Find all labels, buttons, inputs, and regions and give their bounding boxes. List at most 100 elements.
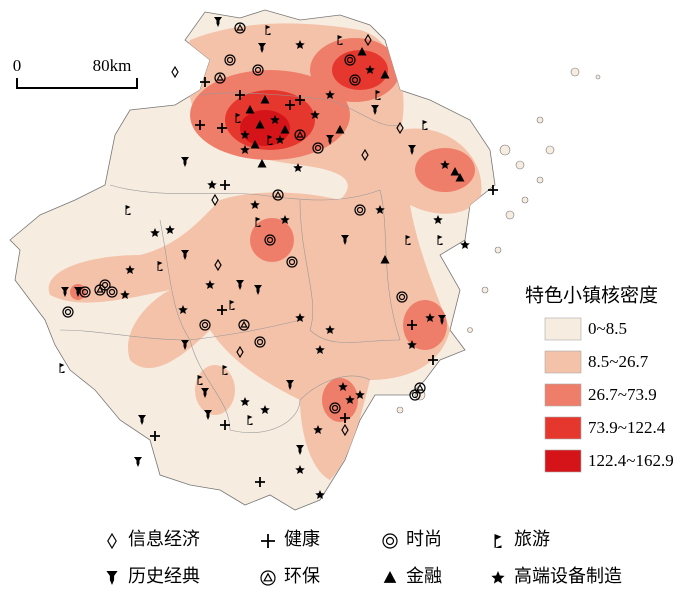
star <box>433 215 443 225</box>
symbol-plus <box>428 355 438 365</box>
star <box>165 225 175 235</box>
flag <box>265 25 271 35</box>
symbol-plus <box>220 420 230 430</box>
pin <box>61 287 69 297</box>
plus <box>295 95 305 105</box>
star <box>325 325 335 335</box>
symbol-plus <box>407 320 417 330</box>
ring <box>272 189 284 201</box>
symbol-double-circle <box>344 54 356 66</box>
legend-swatch <box>544 416 582 440</box>
symbol-pin <box>134 457 142 467</box>
symbol-flag <box>229 300 235 310</box>
symbol-plus <box>217 305 227 315</box>
symbol-star <box>240 397 250 407</box>
internal-borders <box>59 92 401 433</box>
tri <box>260 95 270 104</box>
symbol-flag <box>235 113 241 123</box>
symbol-star <box>250 200 260 210</box>
tri <box>383 571 397 583</box>
symbol-circle-triangle <box>414 382 426 394</box>
pin <box>258 43 266 53</box>
ring <box>312 142 324 154</box>
symbol-diamond <box>214 258 222 272</box>
symbol-plus <box>150 431 160 441</box>
star <box>240 145 250 155</box>
tri <box>296 130 304 138</box>
symbol-flag <box>437 235 443 245</box>
ring <box>346 56 354 64</box>
density-zone <box>332 50 388 90</box>
legend-label: 73.9~122.4 <box>588 418 666 437</box>
symbol-double-circle <box>224 54 236 66</box>
scale-start: 0 <box>13 56 22 75</box>
symbol-double-circle <box>396 291 408 303</box>
tri <box>236 23 244 31</box>
ring <box>398 293 406 301</box>
ring <box>294 129 306 141</box>
symbol-plus <box>261 534 275 548</box>
symbol-double-circle <box>349 74 361 86</box>
star <box>425 313 435 323</box>
tri <box>257 159 267 168</box>
diamond <box>214 258 222 272</box>
symbol-star <box>325 325 335 335</box>
tri <box>380 70 390 79</box>
density-legend: 0~8.5 8.5~26.7 26.7~73.9 73.9~122.4 122.4~16… <box>544 317 674 473</box>
plus <box>407 320 417 330</box>
symbol-flag <box>197 375 203 385</box>
pin <box>181 340 189 350</box>
star <box>205 280 215 290</box>
star <box>338 382 348 392</box>
legend-label: 环保 <box>284 566 320 586</box>
symbol-circle-triangle <box>214 72 226 84</box>
symbol-triangle <box>250 140 260 149</box>
symbol-diamond <box>341 423 349 437</box>
symbol-circle-triangle <box>234 22 246 34</box>
symbol-star <box>120 290 130 300</box>
tri <box>245 105 255 114</box>
plus <box>285 100 295 110</box>
plus <box>195 120 205 130</box>
symbol-star <box>205 280 215 290</box>
star <box>295 313 305 323</box>
ring <box>106 286 118 298</box>
ring <box>288 258 296 266</box>
symbol-plus <box>195 120 205 130</box>
symbol-double-circle <box>99 279 111 291</box>
star <box>315 490 325 500</box>
symbol-flag <box>405 235 411 245</box>
symbol-flag <box>222 365 228 375</box>
symbol-plus <box>220 180 230 190</box>
legend-label: 旅游 <box>514 529 550 549</box>
symbol-flag <box>157 261 163 271</box>
symbol-pin <box>236 280 244 290</box>
flag <box>255 217 261 227</box>
symbol-star <box>295 40 305 50</box>
ring <box>62 306 74 318</box>
symbol-pin <box>214 17 222 27</box>
symbol-star <box>425 313 435 323</box>
symbol-star <box>345 395 355 405</box>
star <box>295 40 305 50</box>
symbol-diamond <box>364 33 372 47</box>
tri <box>455 173 465 182</box>
symbol-flag <box>125 205 131 215</box>
ring <box>81 288 89 296</box>
legend-swatch <box>544 317 582 341</box>
symbol-pin <box>371 105 379 115</box>
symbol-pin <box>258 43 266 53</box>
symbol-pin <box>181 250 189 260</box>
tri <box>280 125 290 134</box>
symbol-star <box>270 115 280 125</box>
symbol-star <box>407 340 417 350</box>
tri <box>216 73 224 81</box>
symbol-star <box>165 225 175 235</box>
symbol-pin <box>201 388 209 398</box>
symbol-double-circle <box>79 286 91 298</box>
symbol-flag <box>59 363 65 373</box>
star <box>440 160 450 170</box>
symbol-triangle <box>383 571 397 583</box>
flag <box>59 363 65 373</box>
symbol-star <box>315 345 325 355</box>
